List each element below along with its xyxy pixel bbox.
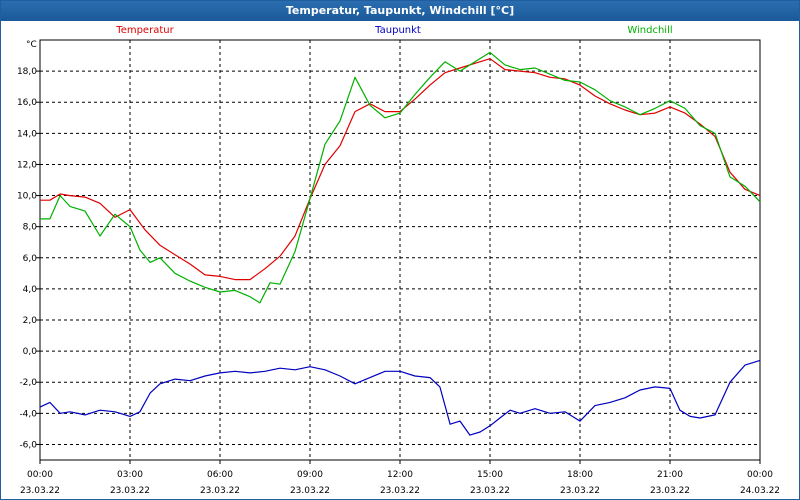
x-tick-time: 15:00 xyxy=(477,470,503,480)
x-tick-time: 06:00 xyxy=(207,470,233,480)
y-tick-label: -6,0 xyxy=(19,440,37,450)
x-tick-date: 23.03.22 xyxy=(200,486,240,496)
series-line-taupunkt xyxy=(39,359,761,436)
legend: Temperatur Taupunkt Windchill xyxy=(115,25,672,36)
series-line-windchill xyxy=(40,51,761,304)
x-tick-date: 23.03.22 xyxy=(20,486,60,496)
y-tick-label: 4,0 xyxy=(23,285,38,295)
y-tick-label: 10,0 xyxy=(17,192,37,202)
y-axis-label: °C xyxy=(26,40,37,50)
x-tick-date: 23.03.22 xyxy=(110,486,150,496)
x-tick-date: 23.03.22 xyxy=(380,486,420,496)
y-tick-label: 18,0 xyxy=(17,67,37,77)
window-title: Temperatur, Taupunkt, Windchill [°C] xyxy=(1,1,799,21)
x-tick-time: 09:00 xyxy=(297,470,323,480)
y-tick-label: 2,0 xyxy=(23,316,38,326)
y-tick-label: 6,0 xyxy=(23,254,38,264)
y-tick-label: 16,0 xyxy=(17,98,37,108)
x-tick-date: 23.03.22 xyxy=(650,486,690,496)
y-tick-label: 8,0 xyxy=(23,223,38,233)
y-tick-label: -4,0 xyxy=(19,409,37,419)
x-tick-time: 03:00 xyxy=(117,470,143,480)
y-tick-label: 12,0 xyxy=(17,160,37,170)
y-axis-ticks: -6,0 -4,0 -2,0 0,0 2,0 4,0 6,0 8,0 10,0 12,0 14,0 1… xyxy=(17,67,40,450)
x-tick-time: 12:00 xyxy=(387,470,413,480)
x-tick-time: 18:00 xyxy=(567,470,593,480)
y-tick-label: 0,0 xyxy=(23,347,38,357)
x-tick-time: 00:00 xyxy=(27,470,53,480)
y-tick-label: 14,0 xyxy=(17,129,37,139)
legend-entry-temperatur: Temperatur xyxy=(115,25,174,36)
series-lines xyxy=(39,51,761,436)
x-tick-time: 00:00 xyxy=(747,470,773,480)
x-tick-date: 23.03.22 xyxy=(470,486,510,496)
legend-entry-taupunkt: Taupunkt xyxy=(374,25,421,36)
x-tick-date: 23.03.22 xyxy=(560,486,600,496)
x-axis-ticks: 00:00 23.03.22 03:00 23.03.22 06:00 23.03.22 0… xyxy=(20,460,780,496)
x-tick-time: 21:00 xyxy=(657,470,683,480)
grid-lines xyxy=(40,40,760,460)
legend-entry-windchill: Windchill xyxy=(627,25,672,36)
y-tick-label: -2,0 xyxy=(19,378,37,388)
x-tick-date: 24.03.22 xyxy=(740,486,780,496)
x-tick-date: 23.03.22 xyxy=(290,486,330,496)
